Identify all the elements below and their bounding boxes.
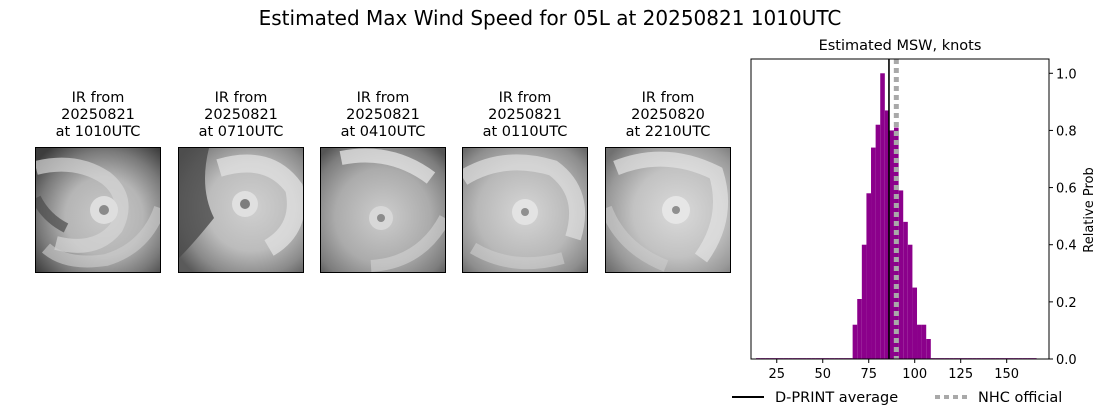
histogram-bar [921, 324, 927, 359]
ir-caption-date: 20250821 [61, 107, 135, 123]
ir-caption-line1: IR from [641, 90, 695, 106]
ir-caption-time: at 2210UTC [625, 124, 711, 140]
x-tick-label: 125 [948, 367, 973, 382]
ir-satellite-image [35, 147, 161, 273]
ir-caption-date: 20250821 [488, 107, 562, 123]
x-tick-label: 150 [994, 367, 1019, 382]
y-axis-label: Relative Prob [1082, 167, 1097, 252]
histogram-bar [861, 244, 867, 359]
y-tick-label: 0.8 [1056, 124, 1077, 139]
ir-caption-line1: IR from [356, 90, 410, 106]
ir-panel-caption: IR from 20250821 at 0410UTC [320, 90, 446, 141]
ir-panel-2: IR from 20250821 at 0710UTC [178, 90, 304, 273]
y-tick-label: 0.2 [1056, 296, 1077, 311]
ir-panel-1: IR from 20250821 at 1010UTC [35, 90, 161, 273]
histogram-bar [880, 73, 885, 360]
ir-caption-time: at 0410UTC [340, 124, 426, 140]
x-tick-label: 100 [902, 367, 927, 382]
histogram-bar [866, 193, 872, 359]
ir-caption-date: 20250821 [204, 107, 278, 123]
x-tick-label: 50 [814, 367, 831, 382]
ir-panel-caption: IR from 20250821 at 0710UTC [178, 90, 304, 141]
x-tick-label: 75 [860, 367, 877, 382]
plot-frame [750, 58, 1050, 360]
ir-caption-line1: IR from [498, 90, 552, 106]
ir-caption-line1: IR from [71, 90, 125, 106]
ir-panel-5: IR from 20250820 at 2210UTC [605, 90, 731, 273]
histogram-bar [926, 339, 931, 359]
y-tick-label: 0.0 [1056, 353, 1077, 368]
histogram-bar [907, 244, 913, 359]
histogram-bar [871, 147, 876, 359]
ir-panel-4: IR from 20250821 at 0110UTC [462, 90, 588, 273]
x-tick-label: 25 [768, 367, 785, 382]
y-tick-label: 0.6 [1056, 182, 1077, 197]
ir-caption-line1: IR from [214, 90, 268, 106]
figure-title: Estimated Max Wind Speed for 05L at 2025… [258, 6, 842, 30]
ir-satellite-image [178, 147, 304, 273]
y-tick-label: 0.4 [1056, 239, 1077, 254]
histogram-bar [852, 324, 858, 359]
legend-dprint-label: D-PRINT average [775, 390, 898, 406]
histogram-bar [917, 324, 922, 359]
histogram-bar [889, 130, 895, 359]
histogram-bar [898, 190, 904, 359]
histogram-bar [903, 221, 908, 359]
ir-caption-time: at 0110UTC [482, 124, 568, 140]
chart-title: Estimated MSW, knots [819, 38, 982, 54]
ir-satellite-image [605, 147, 731, 273]
histogram-bar [884, 110, 890, 359]
histogram-bar [857, 299, 862, 359]
ir-satellite-image [320, 147, 446, 273]
ir-panel-caption: IR from 20250821 at 1010UTC [35, 90, 161, 141]
ir-caption-date: 20250820 [631, 107, 705, 123]
ir-panel-caption: IR from 20250820 at 2210UTC [605, 90, 731, 141]
ir-caption-date: 20250821 [346, 107, 420, 123]
ir-panel-3: IR from 20250821 at 0410UTC [320, 90, 446, 273]
y-tick-label: 1.0 [1056, 67, 1077, 82]
histogram-bar [912, 287, 918, 359]
histogram-bar [875, 124, 881, 359]
legend-nhc-label: NHC official [978, 390, 1062, 406]
ir-satellite-image [462, 147, 588, 273]
ir-caption-time: at 1010UTC [55, 124, 141, 140]
ir-panel-caption: IR from 20250821 at 0110UTC [462, 90, 588, 141]
ir-caption-time: at 0710UTC [198, 124, 284, 140]
